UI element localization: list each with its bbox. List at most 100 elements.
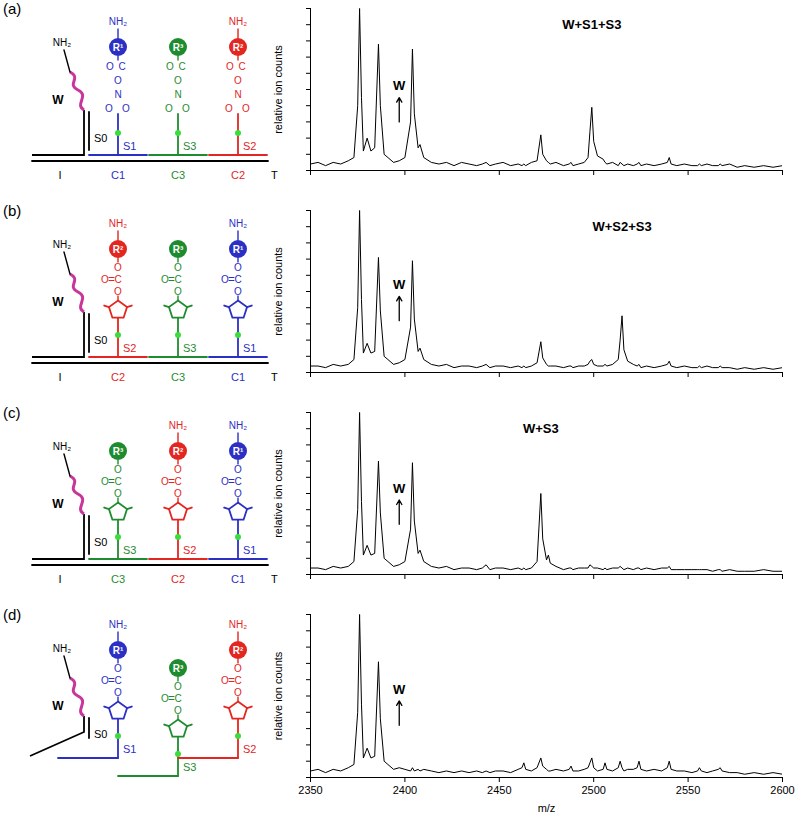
svg-text:W: W [393, 481, 406, 496]
svg-text:T: T [271, 169, 278, 181]
svg-text:I: I [58, 371, 61, 383]
svg-text:S1: S1 [123, 743, 136, 755]
svg-text:S0: S0 [94, 536, 107, 548]
svg-text:S2: S2 [183, 544, 196, 556]
svg-text:R²: R² [233, 645, 244, 656]
svg-text:R²: R² [113, 244, 124, 255]
svg-text:NH₂: NH₂ [109, 218, 127, 229]
svg-text:C1: C1 [231, 573, 245, 585]
svg-text:O: O [234, 663, 242, 674]
svg-text:m/z: m/z [538, 802, 556, 814]
svg-text:NH₂: NH₂ [229, 619, 247, 630]
svg-text:C2: C2 [171, 573, 185, 585]
svg-text:R³: R³ [173, 244, 184, 255]
svg-text:O: O [234, 464, 242, 475]
svg-text:NH₂: NH₂ [109, 619, 127, 630]
svg-text:S0: S0 [94, 728, 107, 740]
svg-text:O: O [114, 262, 122, 273]
svg-text:O: O [114, 75, 122, 86]
svg-text:O: O [101, 675, 109, 686]
svg-text:W+S3: W+S3 [523, 421, 559, 436]
svg-text:S3: S3 [183, 761, 196, 773]
svg-text:W: W [393, 682, 406, 697]
svg-text:C: C [234, 476, 241, 487]
svg-text:NH₂: NH₂ [109, 16, 127, 27]
svg-text:O: O [234, 75, 242, 86]
svg-text:O: O [122, 103, 130, 114]
svg-text:O: O [105, 103, 113, 114]
svg-text:C: C [174, 274, 181, 285]
svg-text:R¹: R¹ [233, 244, 244, 255]
svg-text:S0: S0 [94, 132, 107, 144]
svg-text:2600: 2600 [770, 784, 794, 796]
svg-text:O: O [174, 286, 182, 297]
svg-text:O: O [114, 464, 122, 475]
svg-text:O: O [221, 675, 229, 686]
svg-text:W: W [393, 277, 406, 292]
svg-text:NH₂: NH₂ [53, 239, 71, 250]
svg-text:I: I [58, 169, 61, 181]
svg-text:W: W [393, 78, 406, 93]
svg-text:R¹: R¹ [113, 42, 124, 53]
svg-text:I: I [58, 573, 61, 585]
svg-text:C: C [174, 476, 181, 487]
svg-text:O: O [234, 262, 242, 273]
svg-text:W: W [52, 295, 64, 309]
svg-text:W: W [52, 497, 64, 511]
svg-text:C: C [234, 675, 241, 686]
svg-text:relative ion counts: relative ion counts [272, 449, 284, 538]
svg-text:2450: 2450 [487, 784, 511, 796]
svg-text:W+S2+S3: W+S2+S3 [592, 219, 651, 234]
svg-text:N: N [174, 89, 181, 100]
svg-text:R²: R² [233, 42, 244, 53]
svg-text:O: O [101, 476, 109, 487]
svg-text:O: O [114, 488, 122, 499]
svg-text:R¹: R¹ [233, 446, 244, 457]
svg-text:W+S1+S3: W+S1+S3 [562, 17, 621, 32]
svg-text:NH₂: NH₂ [229, 16, 247, 27]
svg-text:C: C [234, 274, 241, 285]
svg-text:O: O [101, 274, 109, 285]
svg-text:2350: 2350 [298, 784, 322, 796]
svg-text:C: C [174, 693, 181, 704]
svg-text:C2: C2 [111, 371, 125, 383]
svg-text:2400: 2400 [393, 784, 417, 796]
svg-text:S3: S3 [123, 544, 136, 556]
svg-text:S1: S1 [123, 140, 136, 152]
svg-text:R³: R³ [173, 42, 184, 53]
svg-text:C3: C3 [111, 573, 125, 585]
svg-text:C3: C3 [171, 169, 185, 181]
svg-text:O: O [174, 705, 182, 716]
svg-text:C2: C2 [231, 169, 245, 181]
svg-text:O: O [234, 488, 242, 499]
svg-text:O: O [221, 476, 229, 487]
svg-text:O: O [165, 103, 173, 114]
svg-text:C3: C3 [171, 371, 185, 383]
svg-text:NH₂: NH₂ [169, 420, 187, 431]
svg-text:C: C [118, 61, 125, 72]
svg-text:O: O [225, 103, 233, 114]
svg-text:O: O [106, 61, 114, 72]
svg-text:R³: R³ [173, 663, 184, 674]
svg-text:C: C [114, 675, 121, 686]
svg-text:R¹: R¹ [113, 645, 124, 656]
svg-text:R²: R² [173, 446, 184, 457]
svg-text:O: O [161, 693, 169, 704]
svg-text:O: O [174, 262, 182, 273]
svg-text:O: O [182, 103, 190, 114]
svg-text:C1: C1 [231, 371, 245, 383]
svg-text:C: C [114, 274, 121, 285]
svg-text:O: O [174, 488, 182, 499]
svg-text:S2: S2 [243, 743, 256, 755]
svg-text:2500: 2500 [581, 784, 605, 796]
svg-text:C: C [238, 61, 245, 72]
svg-text:O: O [161, 476, 169, 487]
svg-text:O: O [174, 681, 182, 692]
svg-text:S0: S0 [94, 334, 107, 346]
svg-text:C: C [178, 61, 185, 72]
svg-text:relative ion counts: relative ion counts [272, 45, 284, 134]
svg-text:O: O [221, 274, 229, 285]
svg-text:O: O [114, 286, 122, 297]
svg-text:N: N [234, 89, 241, 100]
svg-text:R³: R³ [113, 446, 124, 457]
